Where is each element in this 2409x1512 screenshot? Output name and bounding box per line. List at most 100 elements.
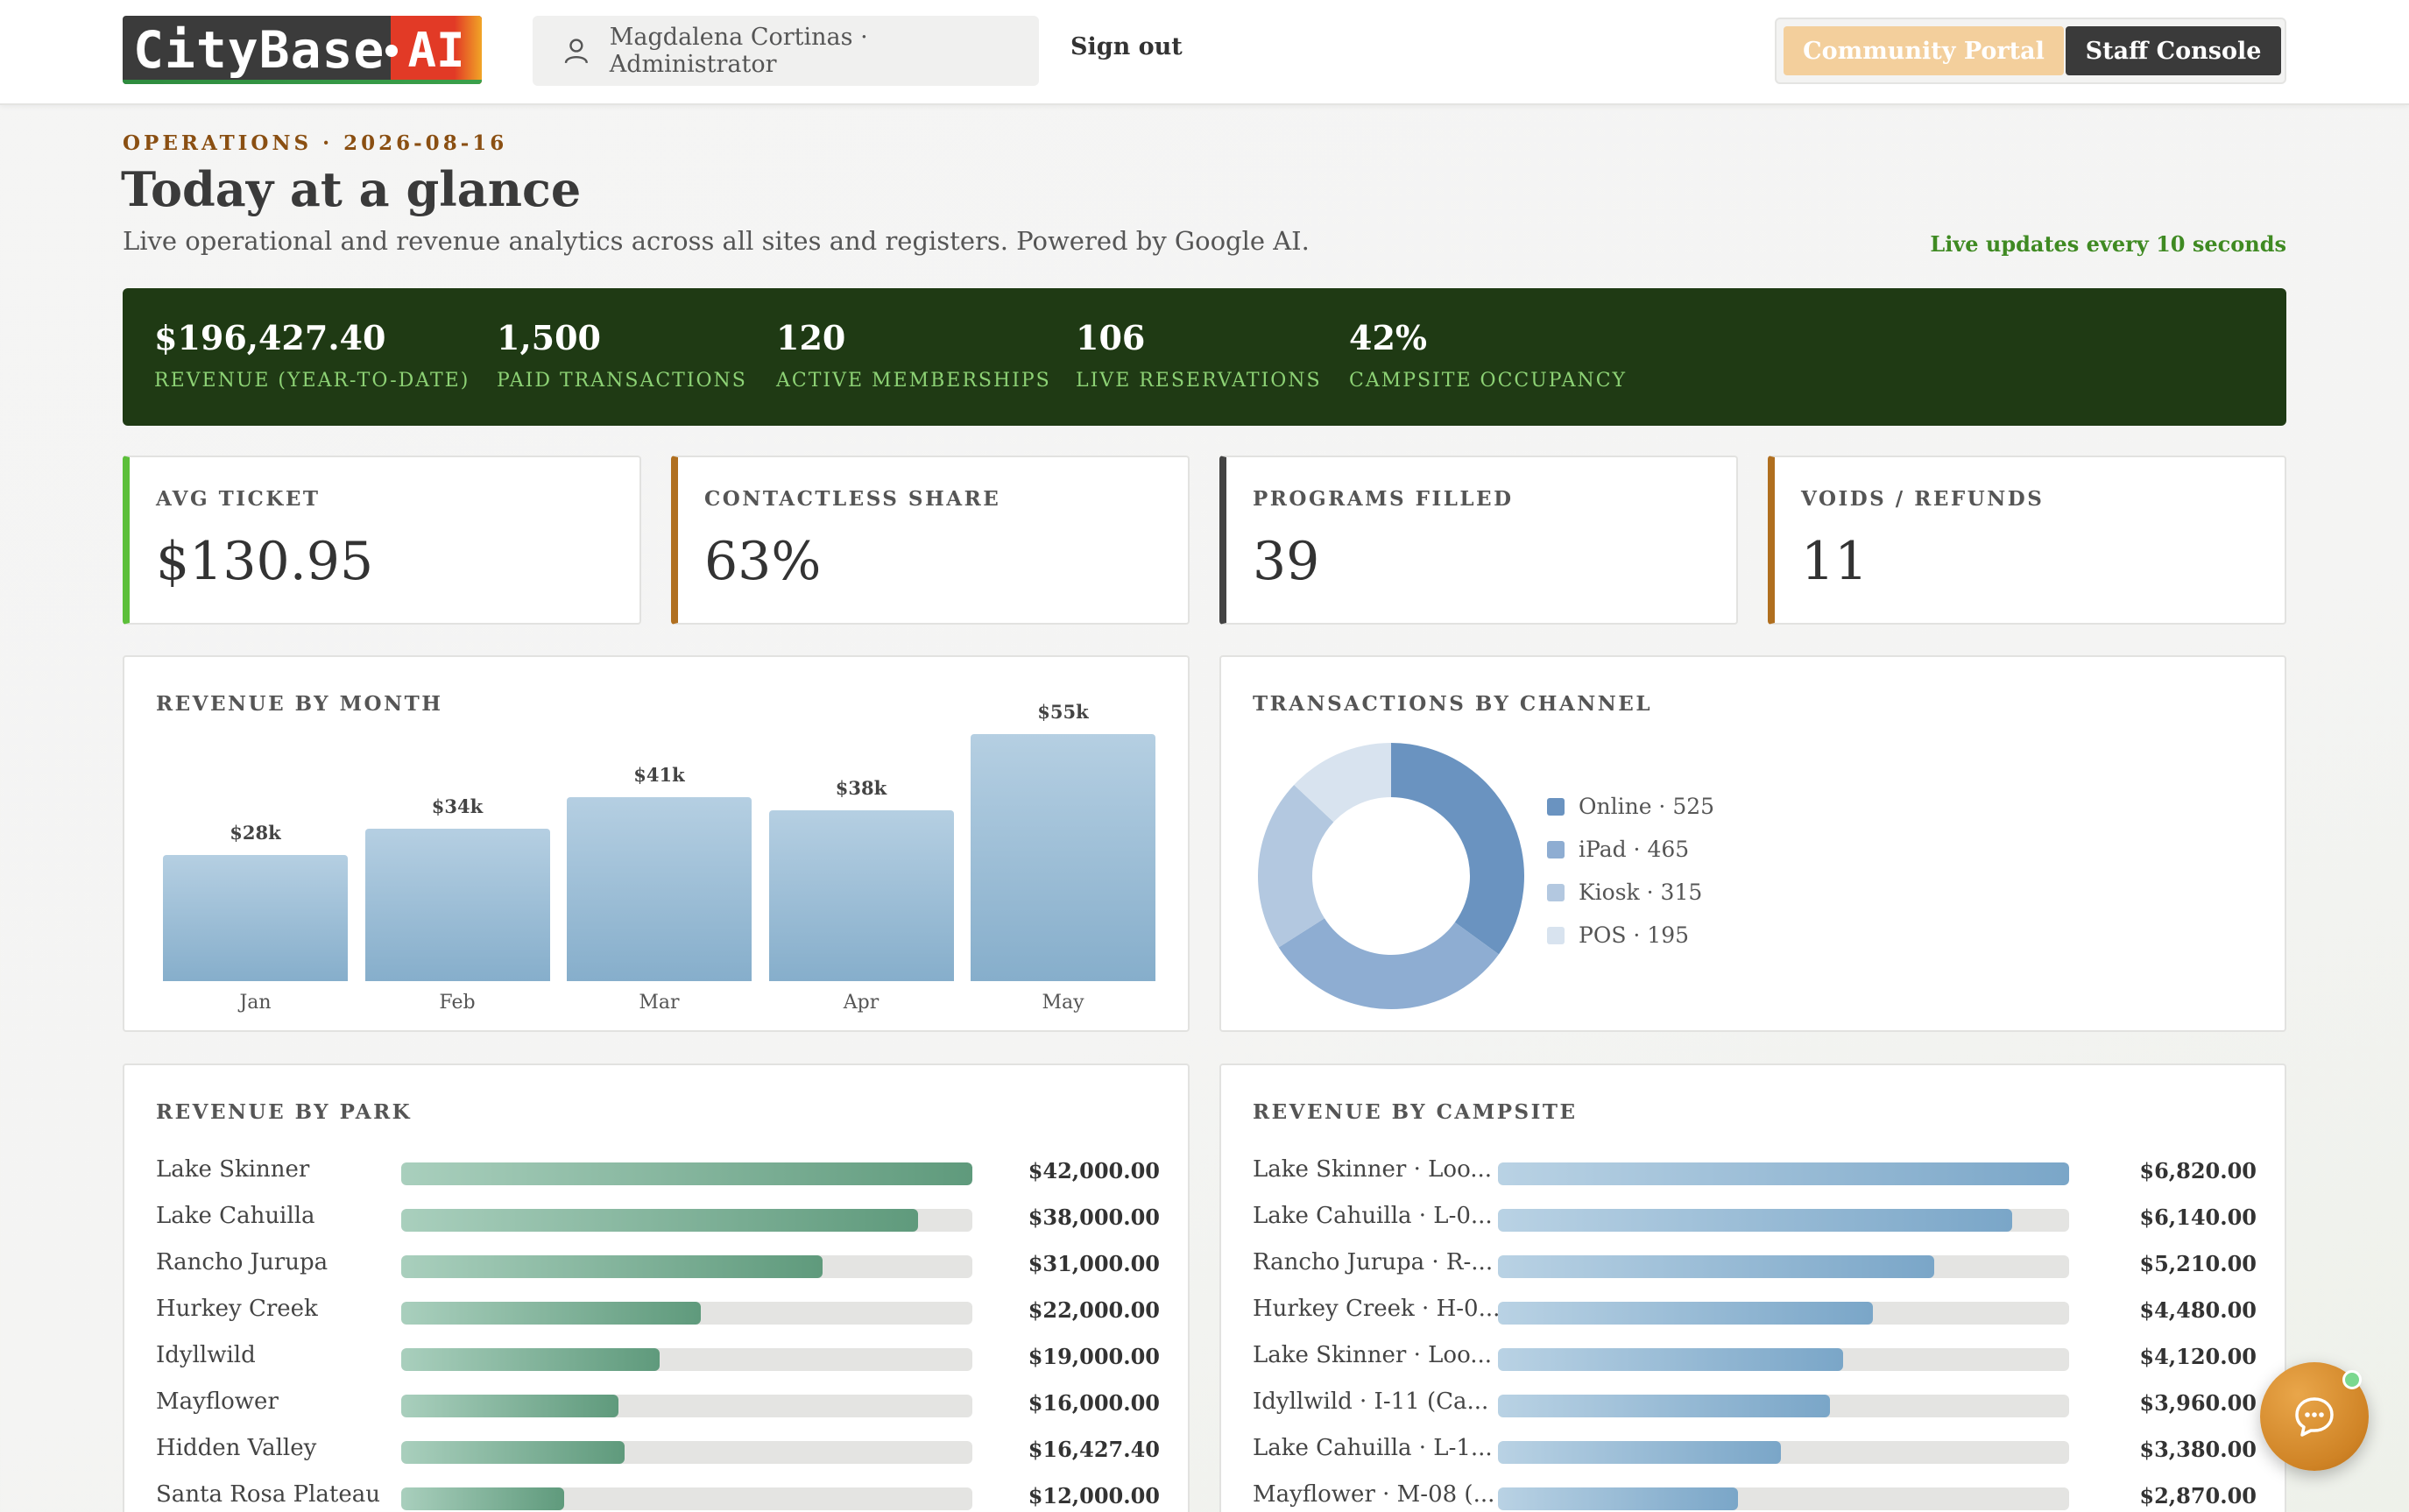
row-label: Lake Cahuilla · L-0... bbox=[1253, 1203, 1493, 1229]
page-subtitle: Live operational and revenue analytics a… bbox=[123, 226, 1310, 256]
row-value: $3,380.00 bbox=[2139, 1437, 2257, 1462]
row-value: $31,000.00 bbox=[1028, 1251, 1160, 1276]
bar-category-label: Jan bbox=[239, 992, 272, 1014]
staff-console-button[interactable]: Staff Console bbox=[2066, 26, 2281, 75]
month-bar[interactable] bbox=[768, 810, 954, 981]
bar-value-label: $41k bbox=[633, 763, 685, 786]
row-label: Santa Rosa Plateau bbox=[156, 1481, 381, 1508]
legend-item: Online · 525 bbox=[1547, 794, 1714, 819]
panel-title: REVENUE BY CAMPSITE bbox=[1253, 1100, 1578, 1124]
progress-track bbox=[1498, 1302, 2069, 1325]
progress-fill bbox=[1498, 1441, 1782, 1464]
top-bar: CityBase AI Magdalena Cortinas · Adminis… bbox=[0, 0, 2409, 105]
legend-item: iPad · 465 bbox=[1547, 837, 1689, 862]
row-value: $6,140.00 bbox=[2139, 1205, 2257, 1230]
stat-label: CAMPSITE OCCUPANCY bbox=[1349, 370, 1628, 392]
donut-slice[interactable] bbox=[1278, 918, 1499, 1009]
month-bar[interactable] bbox=[567, 796, 752, 981]
revenue-row: Lake Skinner $42,000.00 bbox=[156, 1153, 1160, 1188]
progress-fill bbox=[401, 1395, 619, 1417]
revenue-row: Lake Skinner · Loo... $4,120.00 bbox=[1253, 1339, 2257, 1374]
month-bar[interactable] bbox=[364, 828, 550, 981]
row-value: $4,480.00 bbox=[2139, 1297, 2257, 1323]
kpi-contactless-share: CONTACTLESS SHARE 63% bbox=[671, 456, 1190, 625]
row-value: $16,000.00 bbox=[1028, 1390, 1160, 1416]
row-label: Lake Skinner · Loo... bbox=[1253, 1342, 1493, 1368]
stat-value: $196,427.40 bbox=[154, 318, 386, 357]
summary-banner: $196,427.40 REVENUE (YEAR-TO-DATE) 1,500… bbox=[123, 288, 2286, 426]
row-label: Lake Cahuilla bbox=[156, 1203, 315, 1229]
donut-slice[interactable] bbox=[1391, 743, 1524, 955]
row-value: $22,000.00 bbox=[1028, 1297, 1160, 1323]
donut-slice[interactable] bbox=[1258, 784, 1334, 948]
progress-fill bbox=[1498, 1255, 1935, 1278]
progress-fill bbox=[401, 1162, 972, 1185]
progress-track bbox=[401, 1302, 972, 1325]
progress-track bbox=[1498, 1395, 2069, 1417]
legend-item: POS · 195 bbox=[1547, 922, 1689, 948]
revenue-by-month-chart: $28k Jan $34k Feb $41k Mar $38k Apr $55k May bbox=[124, 657, 1191, 1034]
bar-category-label: Feb bbox=[439, 992, 476, 1014]
channel-donut-chart bbox=[1258, 743, 1524, 1009]
row-label: Lake Skinner · Loo... bbox=[1253, 1156, 1493, 1183]
progress-track bbox=[1498, 1162, 2069, 1185]
progress-fill bbox=[401, 1302, 701, 1325]
stat-paid-transactions: 1,500 PAID TRANSACTIONS bbox=[497, 318, 747, 392]
panel-title: TRANSACTIONS BY CHANNEL bbox=[1253, 692, 1653, 716]
bar-category-label: May bbox=[1042, 992, 1084, 1014]
community-portal-button[interactable]: Community Portal bbox=[1784, 26, 2064, 75]
user-chip[interactable]: Magdalena Cortinas · Administrator bbox=[533, 16, 1039, 86]
page-eyebrow: OPERATIONS · 2026-08-16 bbox=[123, 131, 508, 155]
user-name: Magdalena Cortinas · Administrator bbox=[609, 24, 868, 78]
logo-underline bbox=[123, 80, 482, 84]
revenue-row: Santa Rosa Plateau $12,000.00 bbox=[156, 1478, 1160, 1512]
row-label: Mayflower bbox=[156, 1388, 279, 1415]
progress-fill bbox=[1498, 1395, 1830, 1417]
stat-label: REVENUE (YEAR-TO-DATE) bbox=[154, 370, 470, 392]
revenue-row: Rancho Jurupa · R-... $5,210.00 bbox=[1253, 1246, 2257, 1281]
progress-track bbox=[401, 1162, 972, 1185]
citybase-logo[interactable]: CityBase AI bbox=[123, 16, 482, 84]
progress-fill bbox=[401, 1487, 565, 1510]
revenue-row: Hidden Valley $16,427.40 bbox=[156, 1431, 1160, 1466]
revenue-row: Lake Cahuilla $38,000.00 bbox=[156, 1199, 1160, 1234]
donut-slice[interactable] bbox=[1294, 743, 1391, 823]
revenue-row: Mayflower $16,000.00 bbox=[156, 1385, 1160, 1420]
row-label: Hurkey Creek · H-0... bbox=[1253, 1296, 1501, 1322]
progress-fill bbox=[1498, 1348, 1843, 1371]
progress-track bbox=[401, 1487, 972, 1510]
month-bar[interactable] bbox=[163, 855, 348, 981]
revenue-row: Idyllwild $19,000.00 bbox=[156, 1339, 1160, 1374]
kpi-programs-filled: PROGRAMS FILLED 39 bbox=[1219, 456, 1738, 625]
stat-revenue-ytd: $196,427.40 REVENUE (YEAR-TO-DATE) bbox=[154, 318, 470, 392]
row-value: $2,870.00 bbox=[2139, 1483, 2257, 1508]
row-label: Lake Skinner bbox=[156, 1156, 310, 1183]
logo-dot bbox=[385, 45, 398, 57]
page-title: Today at a glance bbox=[121, 161, 582, 217]
kpi-value: 39 bbox=[1253, 531, 1320, 592]
progress-fill bbox=[401, 1209, 918, 1232]
bar-value-label: $38k bbox=[835, 777, 887, 800]
progress-track bbox=[1498, 1441, 2069, 1464]
live-updates-note: Live updates every 10 seconds bbox=[1930, 231, 2286, 257]
sign-out-link[interactable]: Sign out bbox=[1070, 33, 1183, 60]
kpi-value: $130.95 bbox=[156, 531, 374, 592]
kpi-value: 11 bbox=[1801, 531, 1869, 592]
revenue-row: Hurkey Creek $22,000.00 bbox=[156, 1292, 1160, 1327]
bar-category-label: Mar bbox=[639, 992, 680, 1014]
online-status-dot bbox=[2342, 1370, 2362, 1389]
stat-value: 42% bbox=[1349, 318, 1427, 357]
row-label: Rancho Jurupa bbox=[156, 1249, 328, 1275]
kpi-label: CONTACTLESS SHARE bbox=[704, 487, 1001, 511]
progress-fill bbox=[1498, 1487, 1739, 1510]
legend-item: Kiosk · 315 bbox=[1547, 880, 1702, 905]
stat-active-memberships: 120 ACTIVE MEMBERSHIPS bbox=[776, 318, 1051, 392]
bar-value-label: $55k bbox=[1037, 701, 1089, 723]
panel-title: REVENUE BY PARK bbox=[156, 1100, 413, 1124]
bar-value-label: $28k bbox=[230, 822, 281, 844]
transactions-by-channel-panel: TRANSACTIONS BY CHANNEL Online · 525 iPa… bbox=[1219, 655, 2286, 1032]
stat-label: PAID TRANSACTIONS bbox=[497, 370, 747, 392]
stat-live-reservations: 106 LIVE RESERVATIONS bbox=[1076, 318, 1322, 392]
month-bar[interactable] bbox=[971, 734, 1155, 981]
row-value: $12,000.00 bbox=[1028, 1483, 1160, 1508]
